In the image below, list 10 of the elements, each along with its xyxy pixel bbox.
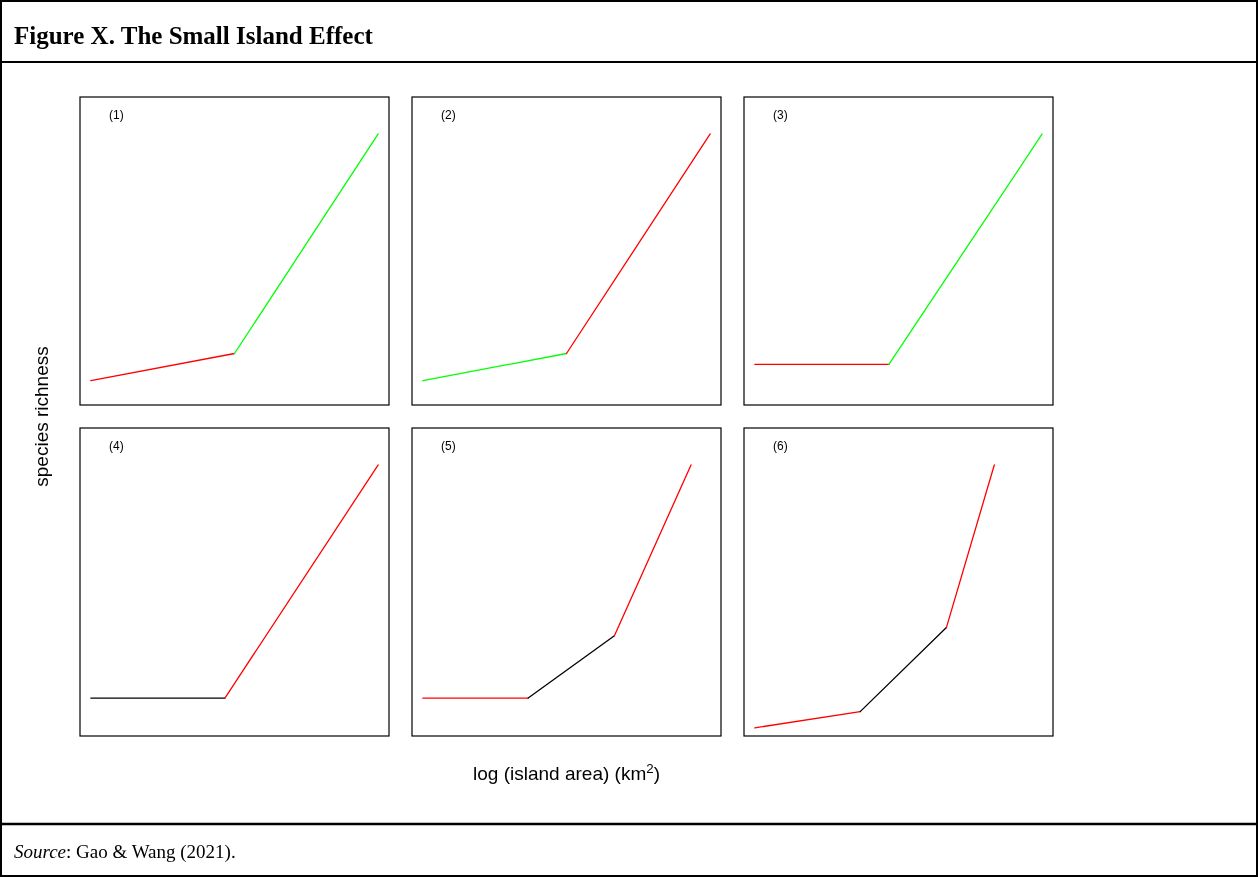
text: (6) [773,439,788,453]
text: (2) [441,108,456,122]
text: (1) [109,108,124,122]
x-axis-title: log (island area) (km$^{2}$) [473,760,660,784]
text: (4) [109,439,124,453]
text: (5) [441,439,456,453]
chart-title: Figure X. The Small Island Effect [14,22,374,49]
text: (3) [773,108,788,122]
y-axis-title: species richness [31,346,52,487]
source-note: Source: Gao & Wang (2021). [14,841,236,863]
